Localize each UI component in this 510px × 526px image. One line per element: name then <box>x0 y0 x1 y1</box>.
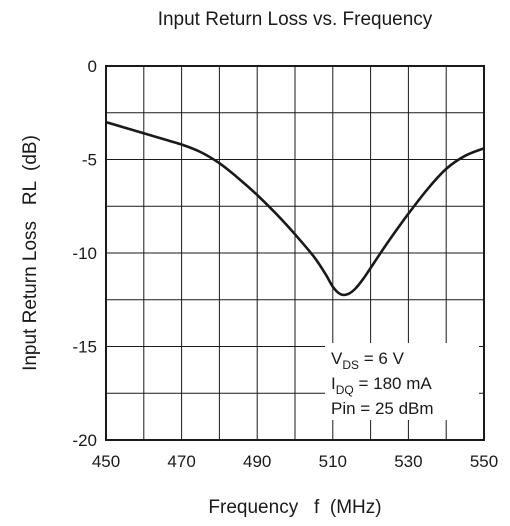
x-tick-label: 490 <box>243 452 271 471</box>
x-tick-label: 470 <box>167 452 195 471</box>
annotation-line: IDQ = 180 mA <box>331 374 432 397</box>
chart-title: Input Return Loss vs. Frequency <box>158 9 433 30</box>
y-tick-label: -5 <box>82 151 97 170</box>
annotation-line: Pin = 25 dBm <box>331 399 434 418</box>
x-tick-labels: 450 470 490 510 530 550 <box>92 452 498 471</box>
x-tick-label: 530 <box>394 452 422 471</box>
series-line-return-loss <box>105 120 485 297</box>
y-tick-label: 0 <box>88 57 97 76</box>
x-tick-label: 550 <box>470 452 498 471</box>
annotation-line: VDS = 6 V <box>331 349 405 372</box>
annotation-box <box>325 343 479 420</box>
y-axis-label: Input Return Loss RL (dB) <box>20 135 41 371</box>
y-tick-labels: 0 -5 -10 -15 -20 <box>72 57 97 450</box>
grid <box>106 66 484 440</box>
plot-frame <box>105 65 485 441</box>
series-group <box>105 120 485 297</box>
x-axis-label: Frequency f (MHz) <box>208 497 381 518</box>
x-tick-label: 510 <box>319 452 347 471</box>
y-tick-label: -10 <box>72 244 97 263</box>
y-tick-label: -15 <box>72 338 97 357</box>
x-tick-label: 450 <box>92 452 120 471</box>
y-tick-label: -20 <box>72 431 97 450</box>
